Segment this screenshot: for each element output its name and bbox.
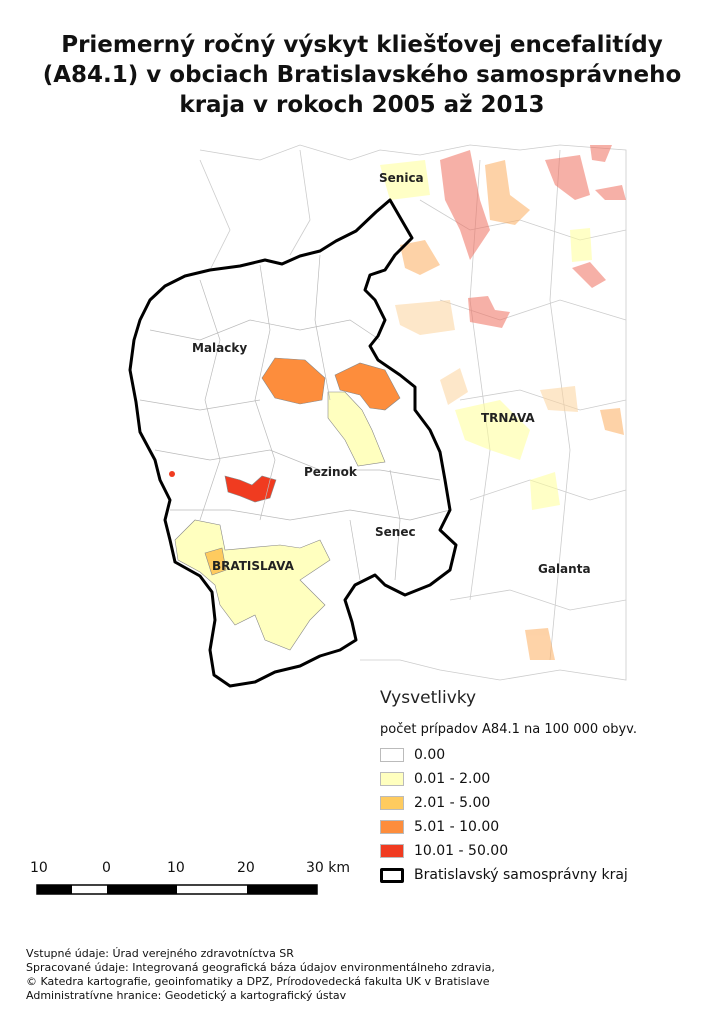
region-polygon	[525, 628, 555, 660]
municipality-2-5	[204, 547, 227, 576]
region-polygon	[468, 296, 510, 328]
legend-item: 0.01 - 2.00	[380, 767, 637, 791]
legend-item: 2.01 - 5.00	[380, 791, 637, 815]
label-trnava: TRNAVA	[481, 411, 535, 425]
label-galanta: Galanta	[538, 562, 591, 576]
label-senica: Senica	[379, 171, 424, 185]
region-polygon	[455, 400, 530, 460]
legend: Vysvetlivky počet prípadov A84.1 na 100 …	[380, 688, 637, 887]
legend-item-boundary: Bratislavský samosprávny kraj	[380, 863, 637, 887]
scale-bar	[36, 884, 318, 895]
label-malacky: Malacky	[192, 341, 248, 355]
scale-label: 20	[237, 860, 255, 876]
municipality-boundaries-inside	[139, 254, 451, 581]
label-bratislava: BRATISLAVA	[212, 559, 294, 573]
footer-line: Vstupné údaje: Úrad verejného zdravotníc…	[26, 947, 294, 960]
scale-label: 0	[102, 860, 111, 876]
scale-label: 10	[167, 860, 185, 876]
footer-line: Spracované údaje: Integrovaná geografick…	[26, 961, 495, 974]
region-polygon	[440, 150, 490, 260]
region-polygon	[570, 228, 592, 262]
label-pezinok: Pezinok	[304, 465, 357, 479]
region-polygon	[395, 300, 455, 335]
legend-label: Bratislavský samosprávny kraj	[414, 867, 628, 883]
title-line: kraja v rokoch 2005 až 2013	[179, 92, 545, 118]
municipality-10-50	[224, 475, 277, 503]
legend-item: 10.01 - 50.00	[380, 839, 637, 863]
region-polygon	[440, 368, 468, 405]
label-senec: Senec	[375, 525, 416, 539]
legend-item: 5.01 - 10.00	[380, 815, 637, 839]
legend-swatch	[380, 844, 404, 858]
legend-title: Vysvetlivky	[380, 688, 477, 708]
scale-label: 10	[30, 860, 48, 876]
region-polygon	[590, 145, 612, 162]
bratislava-region-boundary	[128, 198, 458, 688]
region-polygon	[400, 240, 440, 275]
legend-label: 0.01 - 2.00	[414, 771, 491, 787]
region-polygon	[380, 160, 430, 200]
region-polygon	[595, 185, 626, 200]
municipality-0-2	[174, 519, 331, 651]
legend-swatch	[380, 772, 404, 786]
legend-swatch	[380, 867, 404, 883]
map-title: Priemerný ročný výskyt kliešťovej encefa…	[0, 30, 724, 120]
footer-line: © Katedra kartografie, geoinfomatiky a D…	[26, 975, 490, 988]
municipality-0-2	[327, 391, 386, 467]
region-polygon	[530, 472, 560, 510]
title-line: Priemerný ročný výskyt kliešťovej encefa…	[61, 32, 663, 58]
legend-item: 0.00	[380, 743, 637, 767]
region-polygon	[572, 262, 606, 288]
legend-swatch	[380, 820, 404, 834]
region-polygon	[485, 160, 530, 225]
legend-label: 2.01 - 5.00	[414, 795, 491, 811]
legend-label: 10.01 - 50.00	[414, 843, 509, 859]
legend-label: 0.00	[414, 747, 446, 763]
legend-swatch	[380, 796, 404, 810]
municipality-5-10	[334, 362, 401, 411]
legend-subtitle: počet prípadov A84.1 na 100 000 obyv.	[380, 722, 637, 737]
municipality-10-50	[169, 471, 175, 477]
legend-swatch	[380, 748, 404, 762]
region-polygon	[540, 386, 578, 412]
region-polygon	[600, 408, 624, 435]
legend-label: 5.01 - 10.00	[414, 819, 500, 835]
footer-line: Administratívne hranice: Geodetický a ka…	[26, 989, 347, 1002]
outside-choropleth	[380, 145, 626, 660]
region-choropleth	[169, 357, 401, 651]
municipality-5-10	[261, 357, 326, 405]
title-line: (A84.1) v obciach Bratislavského samospr…	[42, 62, 682, 88]
source-notes: Vstupné údaje: Úrad verejného zdravotníc…	[26, 947, 495, 1003]
scale-label: 30 km	[306, 860, 351, 876]
region-polygon	[545, 155, 590, 200]
